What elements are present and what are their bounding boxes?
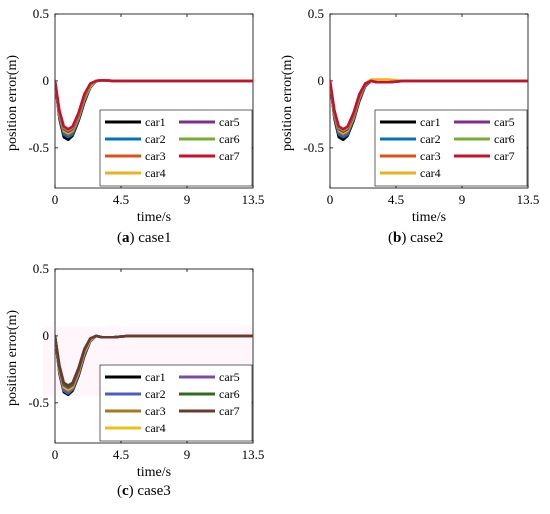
y-tick-label: 0.5 bbox=[308, 6, 324, 21]
chart-panel-a: 0 4.5 9 13.5 0.5 0 -0.5 time/s position error(m)… bbox=[5, 6, 265, 225]
legend-label-car3: car3 bbox=[145, 149, 166, 163]
y-tick-label: 0 bbox=[43, 73, 50, 88]
legend-label-car5: car5 bbox=[494, 115, 515, 129]
series-line-car7 bbox=[330, 79, 528, 131]
legend-label-car3: car3 bbox=[420, 149, 441, 163]
y-tick-label: -0.5 bbox=[303, 140, 324, 155]
caption-a: (a) case1 bbox=[117, 230, 172, 246]
y-axis-label: position error(m) bbox=[280, 55, 295, 151]
x-tick-label: 0 bbox=[327, 192, 334, 207]
legend-label-car6: car6 bbox=[219, 132, 240, 146]
x-tick-label: 4.5 bbox=[388, 192, 404, 207]
legend-label-car2: car2 bbox=[145, 132, 166, 146]
legend-label-car3: car3 bbox=[145, 404, 166, 418]
legend-label-car1: car1 bbox=[145, 370, 166, 384]
legend-label-car7: car7 bbox=[219, 404, 240, 418]
y-tick-label: -0.5 bbox=[28, 395, 49, 410]
legend-label-car1: car1 bbox=[420, 115, 441, 129]
x-axis-label: time/s bbox=[137, 210, 171, 225]
x-tick-label: 13.5 bbox=[242, 192, 265, 207]
x-tick-label: 13.5 bbox=[517, 192, 540, 207]
x-tick-label: 4.5 bbox=[113, 447, 129, 462]
x-axis-label: time/s bbox=[412, 210, 446, 225]
legend-label-car1: car1 bbox=[145, 115, 166, 129]
series-line-car7 bbox=[55, 78, 253, 131]
y-tick-label: 0 bbox=[43, 328, 50, 343]
y-tick-label: 0 bbox=[318, 73, 325, 88]
x-axis-label: time/s bbox=[137, 465, 171, 480]
x-tick-label: 0 bbox=[52, 447, 59, 462]
caption-c: (c) case3 bbox=[117, 483, 171, 499]
legend-label-car7: car7 bbox=[219, 149, 240, 163]
legend-label-car2: car2 bbox=[420, 132, 441, 146]
x-tick-label: 4.5 bbox=[113, 192, 129, 207]
chart-panel-c: 0 4.5 9 13.5 0.5 0 -0.5 time/s position error(m)… bbox=[5, 261, 265, 480]
y-tick-label: -0.5 bbox=[28, 140, 49, 155]
legend-label-car4: car4 bbox=[145, 166, 166, 180]
x-tick-label: 9 bbox=[184, 447, 191, 462]
chart-panel-b: 0 4.5 9 13.5 0.5 0 -0.5 time/s position error(m)… bbox=[280, 6, 540, 225]
y-tick-label: 0.5 bbox=[33, 261, 49, 276]
y-axis-label: position error(m) bbox=[5, 310, 20, 406]
legend-label-car5: car5 bbox=[219, 370, 240, 384]
legend-label-car4: car4 bbox=[420, 166, 441, 180]
y-tick-label: 0.5 bbox=[33, 6, 49, 21]
x-tick-label: 13.5 bbox=[242, 447, 265, 462]
x-tick-label: 9 bbox=[459, 192, 466, 207]
x-tick-label: 9 bbox=[184, 192, 191, 207]
legend-label-car2: car2 bbox=[145, 387, 166, 401]
legend-label-car4: car4 bbox=[145, 421, 166, 435]
caption-b: (b) case2 bbox=[388, 230, 444, 246]
y-axis-label: position error(m) bbox=[5, 55, 20, 151]
legend-label-car7: car7 bbox=[494, 149, 515, 163]
legend-label-car6: car6 bbox=[219, 387, 240, 401]
x-tick-label: 0 bbox=[52, 192, 59, 207]
legend-label-car6: car6 bbox=[494, 132, 515, 146]
series-line-car7 bbox=[55, 334, 253, 387]
legend-label-car5: car5 bbox=[219, 115, 240, 129]
